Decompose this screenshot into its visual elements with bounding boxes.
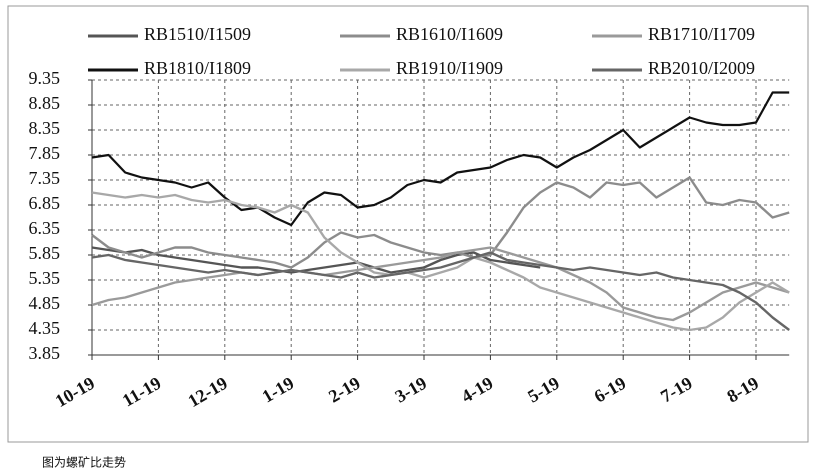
x-tick-label: 10-19 [52, 373, 98, 411]
x-tick-label: 6-19 [591, 373, 630, 407]
y-tick-label: 9.35 [29, 68, 61, 88]
x-tick-label: 7-19 [657, 373, 696, 407]
legend-label: RB2010/I2009 [648, 58, 755, 78]
legend-label: RB1710/I1709 [648, 24, 755, 44]
y-tick-label: 4.85 [29, 293, 61, 313]
x-tick-label: 8-19 [723, 373, 762, 407]
y-tick-label: 4.35 [29, 318, 61, 338]
y-tick-label: 6.85 [29, 193, 61, 213]
y-tick-label: 7.35 [29, 168, 61, 188]
chart-frame [7, 5, 809, 443]
series-line [91, 191, 790, 332]
x-tick-label: 12-19 [184, 373, 230, 411]
y-tick-label: 8.35 [29, 118, 61, 138]
x-tick-label: 11-19 [119, 373, 165, 411]
y-tick-label: 5.85 [29, 243, 61, 263]
legend-label: RB1510/I1509 [144, 24, 251, 44]
legend-label: RB1610/I1609 [396, 24, 503, 44]
y-tick-label: 6.35 [29, 218, 61, 238]
series-line [91, 176, 790, 269]
series-line [91, 251, 790, 331]
series-line [91, 91, 790, 227]
y-tick-label: 8.85 [29, 93, 61, 113]
x-tick-label: 1-19 [259, 373, 298, 407]
y-tick-label: 3.85 [29, 343, 61, 363]
x-tick-label: 5-19 [524, 373, 563, 407]
y-tick-label: 7.85 [29, 143, 61, 163]
x-tick-label: 3-19 [391, 373, 430, 407]
x-tick-label: 2-19 [325, 373, 364, 407]
x-tick-label: 4-19 [458, 373, 497, 407]
legend-label: RB1910/I1909 [396, 58, 503, 78]
caption: 图为螺矿比走势 [42, 456, 126, 470]
legend-label: RB1810/I1809 [144, 58, 251, 78]
y-tick-label: 5.35 [29, 268, 61, 288]
series-line [91, 246, 790, 322]
